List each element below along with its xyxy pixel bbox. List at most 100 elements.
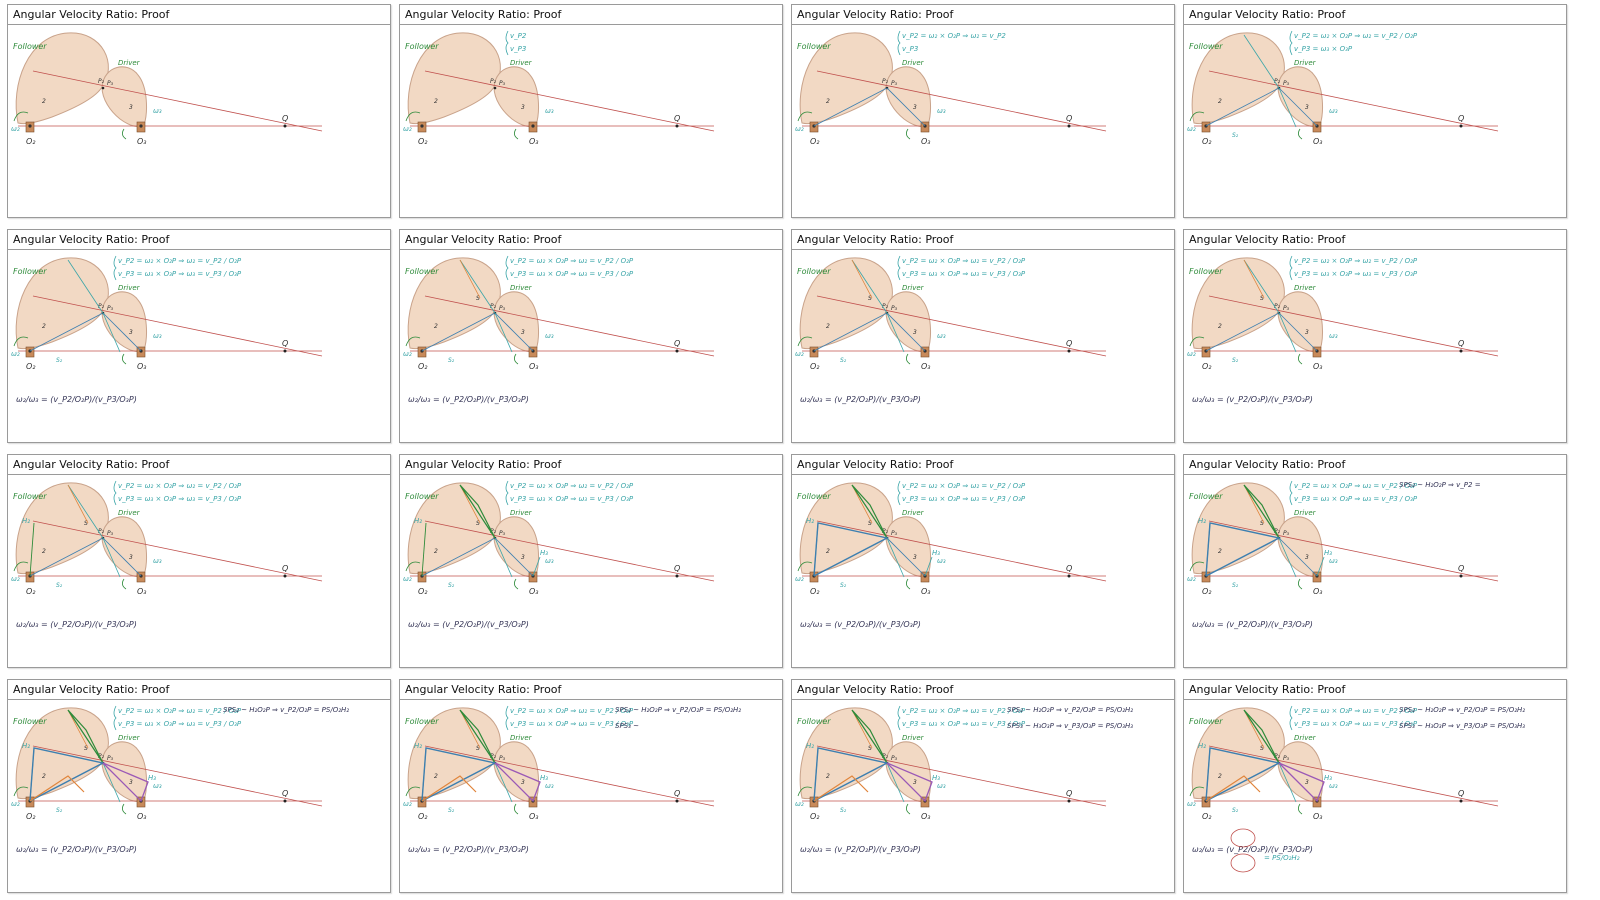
pivot-o2 <box>809 121 819 133</box>
slide-16[interactable]: Angular Velocity Ratio: Proof O₂ O₃ Q Follow… <box>1183 679 1567 893</box>
common-normal <box>816 295 1107 357</box>
equation-1: v_P2 = ω₂ × O₂P ⇒ ω₂ = v_P2 / O₂P <box>510 707 634 715</box>
pivot-o2 <box>25 346 35 358</box>
omega3-label: ω₃ <box>1329 557 1338 565</box>
follower-label: Follower <box>1189 267 1223 276</box>
radius-o2p <box>813 312 888 352</box>
slide-title: Angular Velocity Ratio: Proof <box>792 455 1174 475</box>
follower-label: Follower <box>405 42 439 51</box>
link-3-label: 3 <box>129 779 133 786</box>
slide-4[interactable]: Angular Velocity Ratio: Proof O₂ O₃ Q Follow… <box>1183 4 1567 218</box>
slide-5[interactable]: Angular Velocity Ratio: Proof O₂ O₃ Q Follow… <box>7 229 391 443</box>
s-label: S <box>868 295 872 302</box>
slide-10[interactable]: Angular Velocity Ratio: Proof O₂ O₃ Q Follow… <box>399 454 783 668</box>
equation-brace <box>897 30 901 56</box>
slide-1[interactable]: Angular Velocity Ratio: Proof O₂ O₃ Q Follow… <box>7 4 391 218</box>
slide-6[interactable]: Angular Velocity Ratio: Proof O₂ O₃ Q Follow… <box>399 229 783 443</box>
s-label: S <box>868 520 872 527</box>
slide-title: Angular Velocity Ratio: Proof <box>8 5 390 25</box>
slide-14[interactable]: Angular Velocity Ratio: Proof O₂ O₃ Q Follow… <box>399 679 783 893</box>
radius-o3p <box>886 312 926 352</box>
equation-2: v_P3 = ω₃ × O₃P ⇒ ω₃ = v_P3 / O₃P <box>1294 270 1418 278</box>
equation-similarity-1: SPS₂ ~ H₂O₂P ⇒ v_P2 = <box>1399 481 1481 489</box>
mechanism-diagram: O₂ O₃ Q Follower Driver 2 3 P₂ P₃ ω₂ ω₃ S₂ S H₂ H₃ v_P2… <box>11 705 349 854</box>
radius-o3p <box>886 87 926 127</box>
radius-o3p <box>1278 537 1318 577</box>
slide-8[interactable]: Angular Velocity Ratio: Proof O₂ O₃ Q Follow… <box>1183 229 1567 443</box>
point-q <box>1067 799 1071 803</box>
slide-9[interactable]: Angular Velocity Ratio: Proof O₂ O₃ Q Follow… <box>7 454 391 668</box>
omega2-arrow <box>405 786 421 797</box>
driver-link <box>493 291 539 353</box>
omega3-label: ω₃ <box>1329 782 1338 790</box>
omega3-arrow <box>122 803 127 815</box>
s2-label: S₂ <box>56 807 63 814</box>
perp-o3h3 <box>924 556 933 577</box>
omega3-label: ω₃ <box>153 782 162 790</box>
equation-brace <box>505 705 509 731</box>
equation-1: v_P2 = ω₂ × O₂P ⇒ ω₂ = v_P2 / O₂P <box>902 257 1026 265</box>
p3-label: P₃ <box>891 530 898 537</box>
follower-label: Follower <box>13 42 47 51</box>
pivot-o3-label: O₃ <box>1313 812 1323 821</box>
equation-1: v_P2 = ω₂ × O₂P ⇒ ω₂ = v_P2 / O₂P <box>902 482 1026 490</box>
slide-12[interactable]: Angular Velocity Ratio: Proof O₂ O₃ Q Follow… <box>1183 454 1567 668</box>
equation-brace <box>1289 480 1293 506</box>
slide-3[interactable]: Angular Velocity Ratio: Proof O₂ O₃ Q Follow… <box>791 4 1175 218</box>
follower-label: Follower <box>797 42 831 51</box>
segment-s <box>1243 259 1265 299</box>
h2-label: H₂ <box>806 517 814 525</box>
slide-2[interactable]: Angular Velocity Ratio: Proof O₂ O₃ Q Follow… <box>399 4 783 218</box>
link-2-label: 2 <box>1218 548 1222 555</box>
equation-2: v_P3 <box>510 45 526 53</box>
p3-label: P₃ <box>499 80 506 87</box>
common-normal <box>1208 70 1499 132</box>
equation-1: v_P2 = ω₂ × O₂P ⇒ ω₂ = v_P2 / O₂P <box>1294 32 1418 40</box>
p3-label: P₃ <box>891 80 898 87</box>
slide-13[interactable]: Angular Velocity Ratio: Proof O₂ O₃ Q Follow… <box>7 679 391 893</box>
velocity-vp3 <box>494 537 513 578</box>
equation-ratio: ω₂/ω₃ = (v_P2/O₂P)/(v_P3/O₃P) <box>16 845 137 854</box>
slide-title: Angular Velocity Ratio: Proof <box>792 230 1174 250</box>
omega2-arrow <box>797 786 813 797</box>
omega2-label: ω₂ <box>11 575 20 583</box>
p3-label: P₃ <box>499 530 506 537</box>
link-2-label: 2 <box>42 773 46 780</box>
triangle-h2o2p <box>813 747 890 802</box>
omega3-arrow <box>514 128 519 140</box>
pivot-o2-label: O₂ <box>810 362 820 371</box>
equation-brace <box>505 255 509 281</box>
follower-label: Follower <box>1189 492 1223 501</box>
link-3-label: 3 <box>521 104 525 111</box>
point-q <box>283 349 287 353</box>
point-q-label: Q <box>1066 789 1072 798</box>
p3-label: P₃ <box>107 530 114 537</box>
mechanism-diagram: O₂ O₃ Q Follower Driver 2 3 P₂ P₃ ω₂ ω₃ S₂ S H₂ H₃ v_P2… <box>403 480 715 629</box>
s-label: S <box>84 520 88 527</box>
link-3-label: 3 <box>913 104 917 111</box>
velocity-vp3 <box>886 312 905 353</box>
p2-label: P₂ <box>490 753 497 760</box>
p2-label: P₂ <box>1274 78 1281 85</box>
orange-construction <box>813 775 869 802</box>
velocity-vp3 <box>886 762 905 803</box>
omega3-label: ω₃ <box>937 332 946 340</box>
s-label: S <box>1260 295 1264 302</box>
point-q <box>283 574 287 578</box>
s2-label: S₂ <box>1232 807 1239 814</box>
driver-label: Driver <box>510 734 533 742</box>
velocity-vp2 <box>1243 34 1280 89</box>
point-q-label: Q <box>1066 114 1072 123</box>
mechanism-diagram: O₂ O₃ Q Follower Driver 2 3 P₂ P₃ ω₂ ω₃ v_P2 v_P3 <box>403 30 715 146</box>
mechanism-diagram: O₂ O₃ Q Follower Driver 2 3 P₂ P₃ ω₂ ω₃ S₂ v_P2 = ω₂… <box>11 255 323 404</box>
p2-label: P₂ <box>98 528 105 535</box>
omega3-arrow <box>122 578 127 590</box>
slide-15[interactable]: Angular Velocity Ratio: Proof O₂ O₃ Q Follow… <box>791 679 1175 893</box>
slide-7[interactable]: Angular Velocity Ratio: Proof O₂ O₃ Q Follow… <box>791 229 1175 443</box>
follower-label: Follower <box>797 717 831 726</box>
triangle-sps2 <box>1243 484 1280 539</box>
point-q-label: Q <box>1458 339 1464 348</box>
point-q <box>1067 574 1071 578</box>
pivot-o2-label: O₂ <box>1202 137 1212 146</box>
slide-11[interactable]: Angular Velocity Ratio: Proof O₂ O₃ Q Follow… <box>791 454 1175 668</box>
